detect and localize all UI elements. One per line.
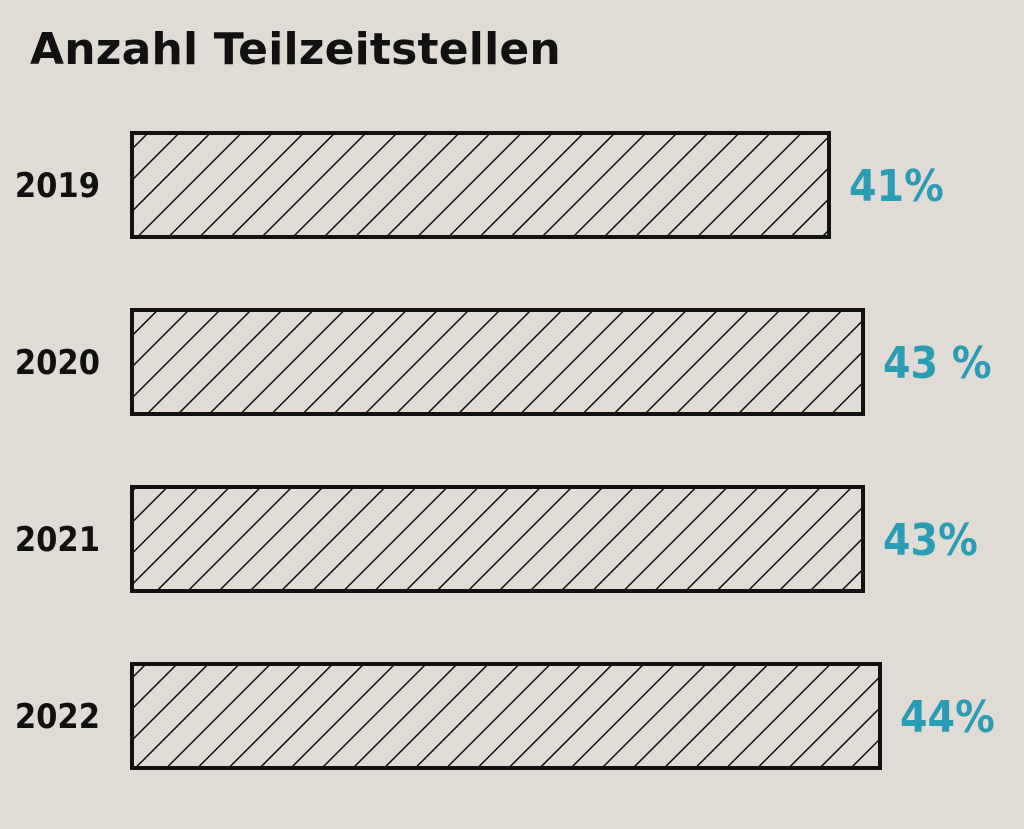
bars-group: 2019 41% 2020 43 % 2021 43% 2022 44%	[15, 131, 995, 770]
category-label-2020: 2020	[15, 343, 100, 383]
bar-2020	[130, 308, 865, 416]
category-label-2022: 2022	[15, 697, 100, 737]
category-label-2021: 2021	[15, 520, 100, 560]
bar-2019	[130, 131, 831, 239]
bar-2022	[130, 662, 882, 770]
value-label-2022: 44%	[900, 692, 995, 743]
chart-title: Anzahl Teilzeitstellen	[30, 24, 561, 75]
value-label-2021: 43%	[883, 515, 978, 566]
value-label-2020: 43 %	[883, 338, 992, 389]
category-label-2019: 2019	[15, 166, 100, 206]
bar-2021	[130, 485, 865, 593]
value-label-2019: 41%	[849, 161, 944, 212]
